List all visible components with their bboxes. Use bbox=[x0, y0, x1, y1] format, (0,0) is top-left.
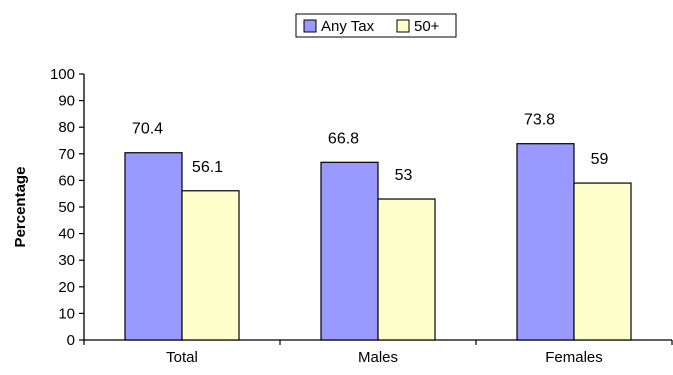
legend-swatch bbox=[303, 19, 317, 33]
x-tick-label: Females bbox=[545, 349, 603, 366]
data-labels: 70.4 56.1 66.8 53 73.8 59 bbox=[132, 112, 609, 184]
legend-box bbox=[295, 13, 457, 38]
y-tick-label: 20 bbox=[58, 279, 75, 296]
y-axis-title: Percentage bbox=[12, 167, 29, 248]
x-tick-label: Males bbox=[358, 349, 398, 366]
y-tick-label: 60 bbox=[58, 172, 75, 189]
data-label: 53 bbox=[395, 167, 413, 184]
y-tick-label: 0 bbox=[67, 332, 75, 349]
y-tick-label: 30 bbox=[58, 252, 75, 269]
bar-any-tax bbox=[320, 161, 379, 341]
y-tick-label: 50 bbox=[58, 199, 75, 216]
bar-any-tax bbox=[124, 152, 183, 341]
y-tick-label: 40 bbox=[58, 226, 75, 243]
legend-entry: 50+ bbox=[414, 18, 440, 35]
y-tick-label: 100 bbox=[50, 66, 75, 83]
legend-swatch bbox=[396, 19, 410, 33]
data-label: 70.4 bbox=[132, 121, 163, 138]
y-tick-label: 80 bbox=[58, 119, 75, 136]
bar-any-tax bbox=[516, 143, 575, 341]
legend: Any Tax 50+ bbox=[295, 13, 457, 38]
legend-entry: Any Tax bbox=[321, 18, 375, 35]
y-tick-label: 70 bbox=[58, 146, 75, 163]
bar-50-plus bbox=[573, 182, 632, 341]
data-label: 66.8 bbox=[328, 130, 359, 147]
data-label: 73.8 bbox=[524, 112, 555, 129]
data-label: 56.1 bbox=[192, 159, 223, 176]
bars bbox=[124, 143, 632, 341]
y-tick-label: 10 bbox=[58, 305, 75, 322]
x-tick-label: Total bbox=[166, 349, 198, 366]
data-label: 59 bbox=[591, 151, 609, 168]
bar-50-plus bbox=[181, 190, 240, 341]
bar-50-plus bbox=[377, 198, 436, 341]
y-tick-label: 90 bbox=[58, 93, 75, 110]
